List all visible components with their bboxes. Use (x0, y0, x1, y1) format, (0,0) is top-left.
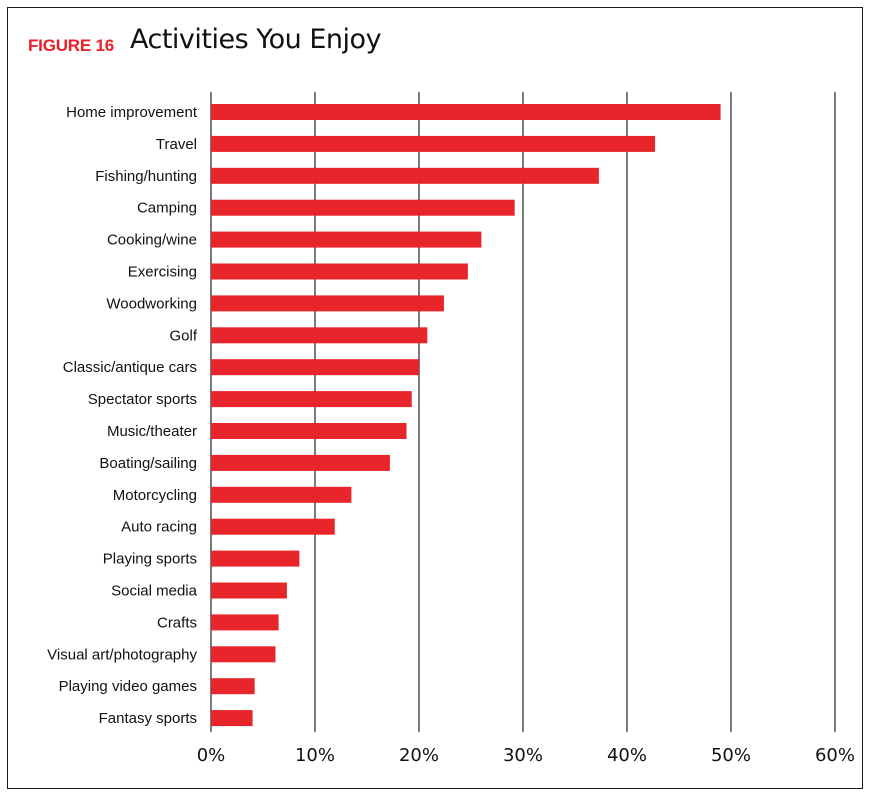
category-label: Exercising (128, 264, 197, 281)
bar (211, 454, 390, 471)
category-label: Camping (137, 200, 197, 217)
category-label: Playing video games (59, 678, 197, 695)
bar (211, 359, 419, 376)
category-label: Classic/antique cars (63, 359, 197, 376)
x-tick-label: 40% (607, 745, 647, 766)
bar (211, 486, 352, 503)
bar (211, 327, 428, 344)
figure-label: FIGURE 16 (28, 36, 115, 55)
bar (211, 263, 468, 280)
bar (211, 582, 287, 599)
bar (211, 167, 599, 184)
category-label: Travel (156, 136, 197, 153)
bar (211, 231, 482, 248)
category-label: Social media (111, 583, 198, 600)
category-label: Boating/sailing (99, 455, 197, 472)
x-tick-label: 60% (815, 745, 855, 766)
category-label: Woodworking (106, 295, 197, 312)
bar (211, 295, 444, 312)
bar (211, 135, 656, 152)
x-tick-label: 0% (197, 745, 226, 766)
category-label: Playing sports (103, 551, 197, 568)
bar (211, 104, 721, 120)
category-label: Golf (169, 327, 197, 344)
category-label: Music/theater (107, 423, 197, 440)
bar (211, 614, 279, 631)
bar (211, 423, 407, 439)
bar (211, 391, 412, 408)
category-label: Crafts (157, 614, 197, 631)
category-label: Cooking/wine (107, 232, 197, 249)
x-tick-label: 50% (711, 745, 751, 766)
x-tick-label: 30% (503, 745, 543, 766)
chart-title: Activities You Enjoy (130, 24, 382, 55)
category-label: Motorcycling (113, 487, 197, 504)
bar (211, 646, 276, 663)
figure-frame (7, 7, 863, 789)
x-tick-label: 20% (399, 745, 439, 766)
bar (211, 518, 335, 535)
bar (211, 199, 515, 216)
bar (211, 678, 255, 695)
category-label: Home improvement (66, 104, 198, 121)
category-label: Visual art/photography (47, 646, 197, 663)
category-label: Fishing/hunting (95, 168, 197, 185)
category-label: Fantasy sports (99, 710, 197, 727)
x-tick-label: 10% (295, 745, 335, 766)
bar (211, 550, 300, 567)
bar (211, 710, 253, 727)
category-label: Spectator sports (88, 391, 197, 408)
category-label: Auto racing (121, 519, 197, 536)
